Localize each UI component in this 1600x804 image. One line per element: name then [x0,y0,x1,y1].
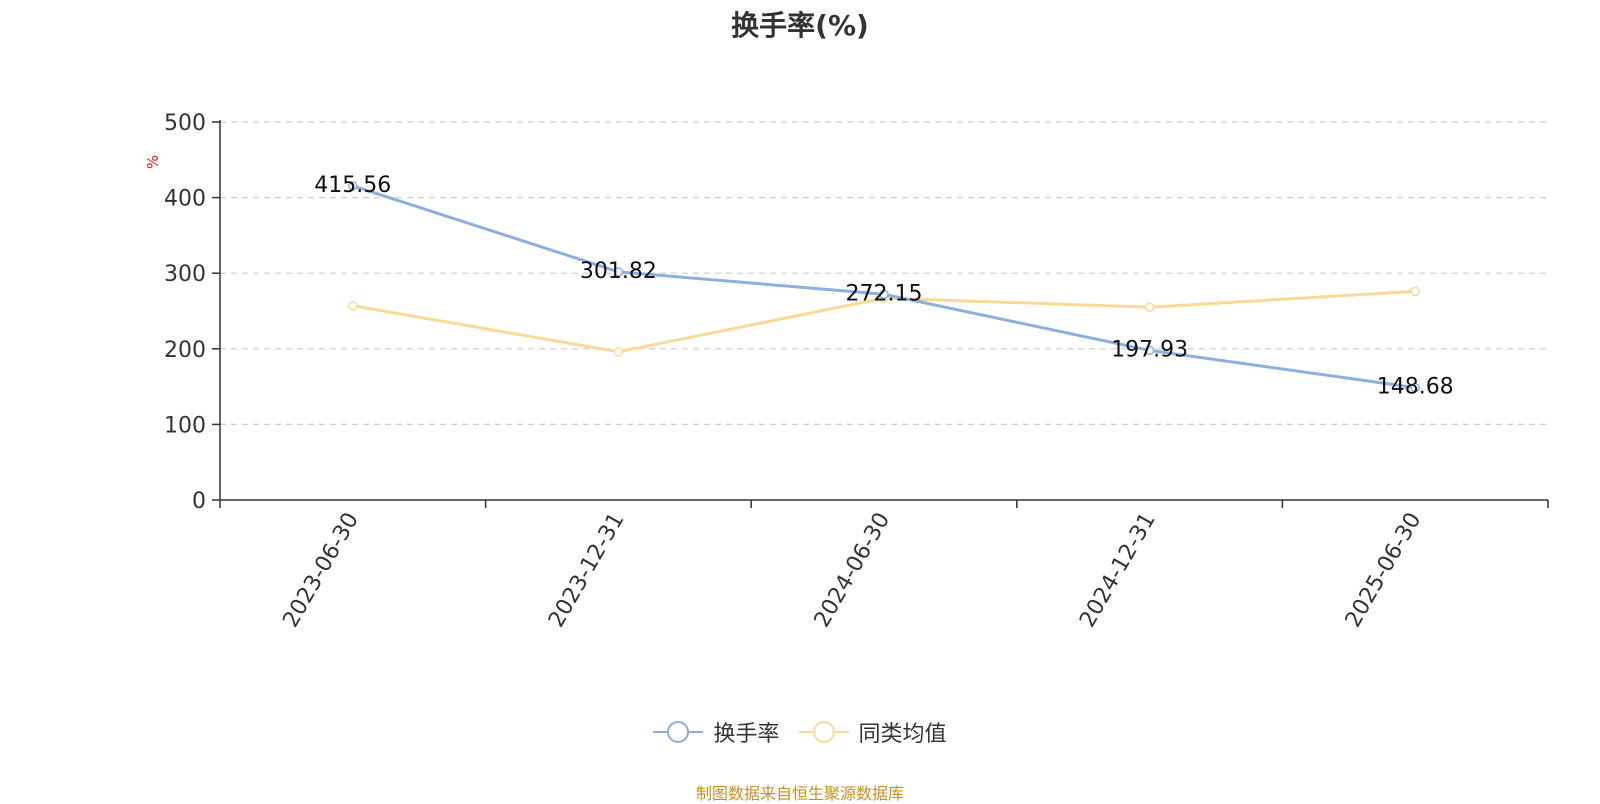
legend-label: 同类均值 [858,722,947,747]
legend-item-peer-average[interactable]: 同类均值 [798,716,947,748]
data-label: 301.82 [580,259,657,284]
data-point [1410,286,1420,297]
y-axis-unit-label: % [144,155,162,169]
x-tick-label: 2023-06-30 [278,509,364,632]
grid-lines [220,121,1548,425]
y-tick-label: 400 [164,187,206,212]
legend-label: 换手率 [713,722,780,747]
y-tick-label: 500 [164,111,206,136]
data-point [613,347,624,357]
chart-title: 换手率(%) [731,9,869,42]
x-tick-label: 2025-06-30 [1341,509,1427,632]
data-point [348,181,358,191]
legend-item-turnover[interactable]: 换手率 [653,716,780,748]
data-label: 197.93 [1111,337,1188,362]
data-point [1144,345,1155,356]
data-point [879,289,889,300]
y-tick-label: 0 [192,489,206,514]
data-point [1410,382,1420,393]
data-label: 272.15 [846,281,923,306]
source-note: 制图数据来自恒生聚源数据库 [695,784,904,803]
data-point [1144,302,1155,312]
y-tick-label: 300 [164,262,206,287]
legend-line-circle-icon [653,721,704,743]
legend: 换手率 同类均值 [0,716,1600,750]
y-tick-label: 100 [164,413,206,438]
x-tick-label: 2023-12-31 [544,509,630,632]
x-tick-label: 2024-12-31 [1075,509,1161,632]
data-label: 148.68 [1377,375,1454,400]
x-tick-label: 2024-06-30 [810,509,896,632]
data-labels: 415.56 301.82 272.15 197.93 148.68 [314,173,1453,400]
legend-line-circle-icon [798,721,849,743]
data-point [348,300,358,311]
data-label: 415.56 [314,173,391,198]
series [348,181,1420,393]
y-tick-label: 200 [164,338,206,363]
data-point [613,267,624,277]
